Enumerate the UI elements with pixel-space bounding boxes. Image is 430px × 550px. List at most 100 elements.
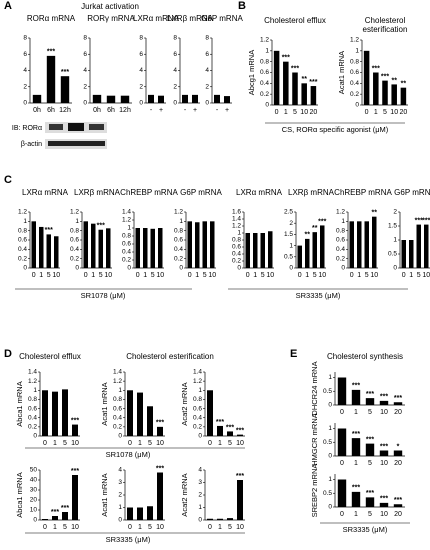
bar [195, 222, 200, 268]
significance: *** [394, 395, 402, 402]
x-tick-label: 5 [368, 511, 372, 518]
y-tick-label: 0 [23, 100, 27, 107]
y-tick-label: 0.8 [336, 227, 345, 234]
bar [393, 402, 403, 405]
significance: *** [291, 65, 299, 72]
y-tick-label: 0.2 [70, 255, 79, 262]
bar [143, 228, 148, 268]
y-tick-label: 1.4 [232, 216, 241, 223]
x-tick-label: 1 [354, 460, 358, 467]
y-tick-label: 0 [237, 265, 241, 272]
y-tick-label: 0 [328, 402, 332, 409]
x-axis-label: CS, RORα specific agonist (μM) [282, 125, 389, 134]
x-tick-label: 20 [310, 109, 318, 116]
bar [91, 223, 96, 268]
bar [379, 502, 389, 507]
y-axis-label: Abca1 mRNA [15, 381, 24, 426]
x-tick-label: 1 [138, 524, 142, 531]
bar [207, 518, 213, 520]
y-tick-label: 2.5 [284, 209, 293, 216]
y-tick-label: 0 [139, 100, 143, 107]
y-tick-label: 1 [328, 425, 332, 432]
y-tick-label: 0.6 [174, 237, 183, 244]
y-tick-label: 1.2 [232, 223, 241, 230]
y-tick-label: 0 [127, 265, 131, 272]
chart-title: LXRβ mRNA [74, 188, 120, 197]
y-tick-label: 40 [30, 477, 38, 484]
bar [60, 76, 70, 103]
x-tick-label: 0 [340, 511, 344, 518]
y-tick-label: 0.6 [18, 237, 27, 244]
y-tick-label: 0 [328, 504, 332, 511]
bar [158, 228, 163, 268]
y-tick-label: 0.8 [18, 227, 27, 234]
x-tick-label: 10 [156, 440, 164, 447]
bar [224, 96, 230, 103]
bar [253, 233, 258, 268]
y-tick-label: 8 [23, 35, 27, 42]
y-tick-label: 0 [33, 433, 37, 440]
x-tick-label: 1 [218, 524, 222, 531]
y-axis-label: Acat1 mRNA [100, 473, 109, 516]
bar [202, 221, 207, 268]
bar [207, 390, 213, 436]
bar [305, 238, 310, 268]
x-tick-label: + [193, 107, 197, 114]
y-tick-label: 1.5 [388, 223, 397, 230]
panel-label: B [238, 0, 246, 12]
chart-title: G6P mRNA [394, 188, 430, 197]
y-axis-label: SREBP2 mRNA [310, 464, 319, 518]
x-tick-label: 5 [313, 272, 317, 279]
bar [297, 245, 302, 268]
significance: *** [71, 468, 79, 475]
y-tick-label: 1 [75, 218, 79, 225]
y-tick-label: 0.2 [28, 424, 37, 431]
bar [150, 228, 155, 268]
significance: *** [372, 65, 380, 72]
x-tick-label: 5 [228, 440, 232, 447]
y-axis-label: DHCR24 mRNA [310, 361, 319, 415]
bar [391, 84, 397, 105]
bar [42, 390, 48, 436]
y-tick-label: 3 [198, 479, 202, 486]
bar [147, 406, 153, 436]
significance: *** [71, 417, 79, 424]
y-tick-label: 2 [205, 83, 209, 90]
y-tick-label: 1 [328, 476, 332, 483]
heading: Cholesterol esterification [126, 352, 214, 361]
x-tick-label: + [225, 107, 229, 114]
x-tick-label: 1 [374, 109, 378, 116]
blot-band [68, 123, 84, 131]
y-tick-label: 0 [328, 453, 332, 460]
panel-label: C [4, 174, 12, 186]
bar [424, 224, 429, 268]
y-tick-label: 2 [393, 209, 397, 216]
bar [245, 233, 250, 268]
y-tick-label: 0 [179, 265, 183, 272]
y-tick-label: 4 [198, 467, 202, 474]
x-tick-label: + [159, 107, 163, 114]
x-axis-label: SR3335 (μM) [296, 291, 341, 300]
bar [120, 95, 130, 103]
bar [32, 94, 42, 103]
bar [52, 516, 58, 520]
y-tick-label: 0.8 [28, 396, 37, 403]
x-tick-label: 10 [380, 409, 388, 416]
x-tick-label: 1 [53, 524, 57, 531]
y-tick-label: 1.2 [174, 209, 183, 216]
y-tick-label: 1 [179, 218, 183, 225]
y-tick-label: 0.2 [174, 255, 183, 262]
y-tick-label: 0.4 [336, 246, 345, 253]
x-tick-label: 10 [208, 272, 216, 279]
y-tick-label: 0 [198, 517, 202, 524]
significance: *** [422, 217, 430, 224]
x-tick-label: 10 [318, 272, 326, 279]
x-tick-label: 5 [203, 272, 207, 279]
bar [214, 94, 220, 103]
x-tick-label: 10 [104, 272, 112, 279]
y-tick-label: 0.5 [284, 254, 293, 261]
y-tick-label: 1.2 [350, 37, 359, 44]
y-tick-label: 1.2 [122, 217, 131, 224]
chart-title: Cholesterol esterification [362, 16, 408, 34]
x-tick-label: 5 [148, 440, 152, 447]
